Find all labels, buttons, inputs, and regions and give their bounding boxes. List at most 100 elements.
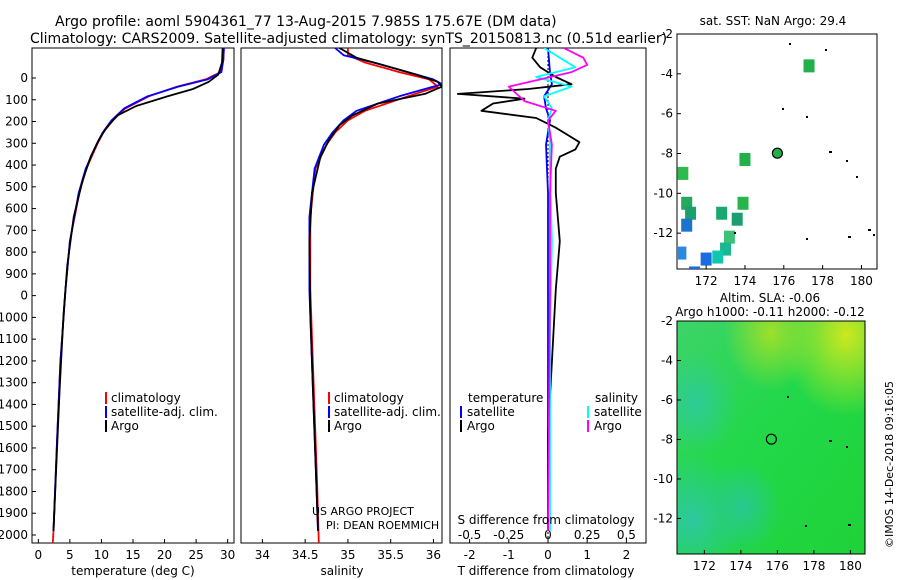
legend-heading-temperature: temperature: [468, 391, 543, 405]
sst-map-y-tick-label: -6: [661, 107, 673, 121]
sst-cell: [723, 230, 735, 244]
depth-tick-label: 1500: [0, 419, 28, 433]
sst-cell: [681, 196, 693, 210]
depth-tick-label: 1100: [0, 332, 28, 346]
depth-tick-label: 800: [5, 245, 28, 259]
legend-heading-salinity: salinity: [595, 391, 638, 405]
sla-map-y-tick-label: -6: [661, 393, 673, 407]
sst-map-y-tick-label: -8: [661, 146, 673, 160]
legend-label-satellite: satellite-adj. clim.: [334, 405, 441, 419]
t-difference-tick-label: 0: [544, 548, 552, 562]
t-difference-tick-label: -2: [464, 548, 476, 562]
sst-cell: [685, 206, 697, 220]
sst-map-y-tick-label: -2: [661, 27, 673, 41]
sst-cell: [716, 206, 728, 220]
sst-cell: [720, 242, 732, 256]
sst-cell: [700, 252, 712, 266]
series-argo: [308, 48, 442, 531]
depth-tick-label: 1700: [0, 463, 28, 477]
series-satellite-adj-clim-: [52, 48, 225, 531]
sla-map-x-tick-label: 172: [693, 559, 716, 573]
salinity-tick-label: 34: [255, 548, 270, 562]
depth-tick-label: 600: [5, 202, 28, 216]
series-s-argo: [507, 48, 589, 531]
sst-cell: [803, 59, 815, 73]
legend-label-argo: Argo: [334, 419, 362, 433]
legend-label-t-argo: Argo: [467, 419, 495, 433]
depth-tick-label: 1200: [0, 354, 28, 368]
sst-map-x-tick-label: 176: [772, 274, 795, 288]
sst-argo-marker: [771, 147, 783, 159]
legend-label-s-satellite: satellite: [594, 405, 642, 419]
series-climatology: [309, 48, 439, 543]
sst-map-x-tick-label: 174: [734, 274, 757, 288]
depth-tick-label: 2000: [0, 528, 28, 542]
legend-label-s-argo: Argo: [594, 419, 622, 433]
salinity-xlabel: salinity: [320, 564, 363, 578]
sst-map-y-tick-label: -12: [653, 226, 673, 240]
salinity-x-axis: 34 34.5 35 35.5 36: [255, 539, 441, 562]
series-satellite-adj-clim-: [308, 48, 442, 531]
sla-map-title-2: Argo h1000: -0.11 h2000: -0.12: [675, 305, 865, 319]
depth-tick-label: 500: [5, 180, 28, 194]
temperature-tick-label: 30: [220, 548, 235, 562]
depth-tick-label: 1300: [0, 376, 28, 390]
temperature-tick-label: 5: [66, 548, 74, 562]
sst-map-x-tick-label: 180: [850, 274, 873, 288]
sla-map-panel: [676, 320, 866, 555]
series-s-satellite: [535, 48, 577, 531]
t-difference-tick-label: 2: [623, 548, 631, 562]
sst-cell: [739, 152, 751, 166]
s-difference-tick-label: 0: [544, 528, 552, 542]
sst-map-y-tick-label: -4: [661, 67, 673, 81]
difference-series: [456, 48, 589, 531]
s-difference-x-axis: -0.5 -0.25 0 0.25 0.5: [458, 528, 636, 542]
legend-label-climatology: climatology: [111, 391, 181, 405]
depth-tick-label: 700: [5, 223, 28, 237]
sla-map-y-tick-label: -2: [661, 314, 673, 328]
temperature-tick-label: 10: [94, 548, 109, 562]
salinity-tick-label: 36: [426, 548, 441, 562]
salinity-tick-label: 35: [340, 548, 355, 562]
depth-tick-label: 200: [5, 115, 28, 129]
s-difference-tick-label: 0.25: [574, 528, 601, 542]
sla-map-y-tick-label: -12: [653, 511, 673, 525]
salinity-panel: [240, 47, 443, 544]
t-difference-xlabel: T difference from climatology: [457, 564, 635, 578]
temperature-tick-label: 25: [188, 548, 203, 562]
sst-map-axes: 172 174 176 178 180 -2 -4 -6 -8 -10 -12: [653, 27, 873, 288]
depth-tick-label: 400: [5, 158, 28, 172]
depth-tick-label: 100: [5, 93, 28, 107]
title-line-1: Argo profile: aoml 5904361_77 13-Aug-201…: [55, 14, 557, 30]
project-annotation-2: PI: DEAN ROEMMICH: [326, 519, 439, 532]
sst-map-x-tick-label: 178: [811, 274, 834, 288]
temperature-tick-label: 0: [34, 548, 42, 562]
sst-islands: [734, 43, 875, 240]
t-difference-x-axis: -2 -1 0 1 2: [464, 539, 631, 562]
salinity-series: [308, 48, 442, 543]
sst-cell: [712, 250, 724, 264]
series-argo: [52, 48, 224, 531]
series-climatology: [51, 48, 225, 543]
depth-tick-label: 1600: [0, 441, 28, 455]
depth-tick-label: 0: [20, 71, 28, 85]
sla-map-title-1: Altim. SLA: -0.06: [720, 291, 820, 305]
sla-map-x-tick-label: 178: [802, 559, 825, 573]
sst-map-y-tick-label: -10: [653, 186, 673, 200]
salinity-tick-label: 35.5: [377, 548, 404, 562]
sst-cell: [737, 196, 749, 210]
temperature-x-axis: 0 5 10 15 20 25 30: [34, 539, 235, 562]
depth-tick-label: 1000: [0, 310, 28, 324]
sst-cell: [677, 166, 689, 180]
sla-map-y-tick-label: -10: [653, 472, 673, 486]
s-difference-tick-label: -0.5: [458, 528, 481, 542]
legend-label-climatology: climatology: [334, 391, 404, 405]
salinity-legend: climatology satellite-adj. clim. Argo: [328, 391, 441, 433]
s-difference-tick-label: -0.25: [493, 528, 524, 542]
depth-tick-label: 0: [20, 289, 28, 303]
s-difference-tick-label: 0.5: [617, 528, 636, 542]
sla-map-x-tick-label: 180: [839, 559, 862, 573]
credit-text: ©IMOS 14-Dec-2018 09:16:05: [883, 381, 896, 548]
temperature-legend: climatology satellite-adj. clim. Argo: [105, 391, 218, 433]
